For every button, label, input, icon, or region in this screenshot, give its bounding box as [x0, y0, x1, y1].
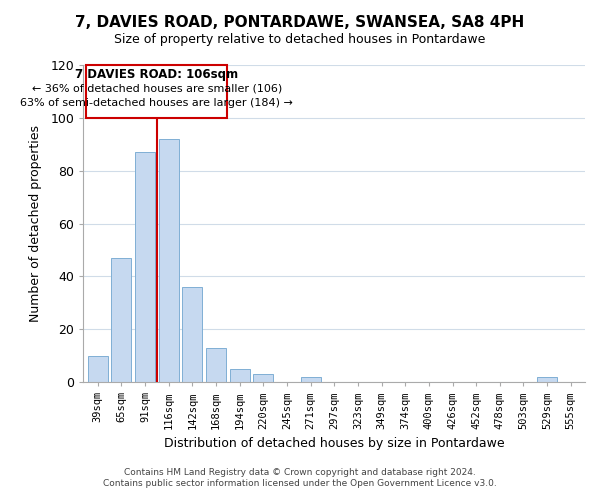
FancyBboxPatch shape — [86, 65, 227, 118]
Text: Size of property relative to detached houses in Pontardawe: Size of property relative to detached ho… — [115, 32, 485, 46]
X-axis label: Distribution of detached houses by size in Pontardawe: Distribution of detached houses by size … — [164, 437, 505, 450]
Bar — [206, 348, 226, 382]
Text: 7, DAVIES ROAD, PONTARDAWE, SWANSEA, SA8 4PH: 7, DAVIES ROAD, PONTARDAWE, SWANSEA, SA8… — [76, 15, 524, 30]
Text: ← 36% of detached houses are smaller (106): ← 36% of detached houses are smaller (10… — [32, 84, 282, 94]
Bar — [182, 287, 202, 382]
Text: 63% of semi-detached houses are larger (184) →: 63% of semi-detached houses are larger (… — [20, 98, 293, 108]
Bar — [158, 139, 179, 382]
Bar — [301, 377, 320, 382]
Bar — [88, 356, 107, 382]
Bar — [111, 258, 131, 382]
Bar — [253, 374, 274, 382]
Text: 7 DAVIES ROAD: 106sqm: 7 DAVIES ROAD: 106sqm — [75, 68, 238, 80]
Bar — [230, 369, 250, 382]
Y-axis label: Number of detached properties: Number of detached properties — [29, 125, 42, 322]
Bar — [537, 377, 557, 382]
Text: Contains HM Land Registry data © Crown copyright and database right 2024.
Contai: Contains HM Land Registry data © Crown c… — [103, 468, 497, 487]
Bar — [135, 152, 155, 382]
